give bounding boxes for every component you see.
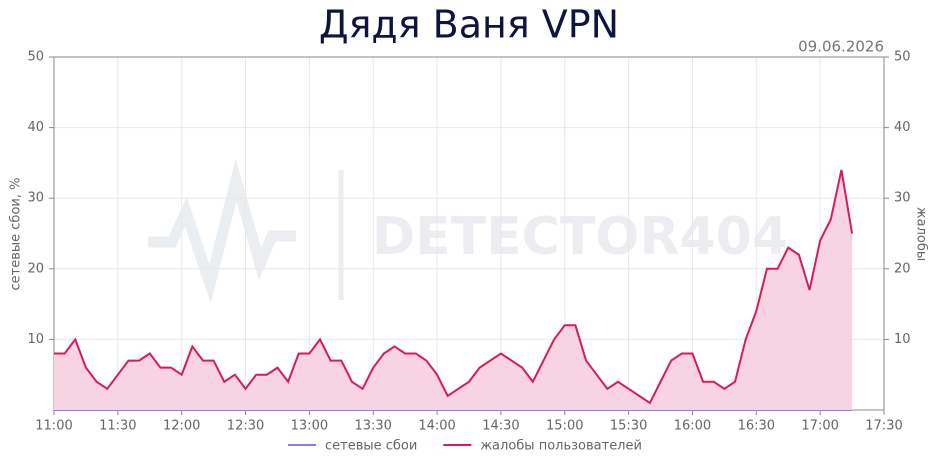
x-tick-label: 17:30 (865, 419, 902, 434)
x-tick-label: 11:30 (99, 419, 136, 434)
y2-tick-label: 20 (894, 261, 911, 276)
x-tick-label: 14:00 (418, 419, 455, 434)
watermark-text: DETECTOR404 (372, 207, 788, 267)
x-tick-label: 13:00 (291, 419, 328, 434)
x-tick-label: 12:30 (227, 419, 264, 434)
y2-tick-label: 40 (894, 120, 911, 135)
x-tick-label: 14:30 (482, 419, 519, 434)
x-tick-label: 17:00 (801, 419, 838, 434)
watermark-logo (148, 158, 296, 304)
chart-title: Дядя Ваня VPN (319, 3, 619, 47)
y-tick-label: 20 (27, 261, 44, 276)
x-tick-label: 13:30 (354, 419, 391, 434)
y-axis-label: сетевые сбои, % (9, 178, 24, 291)
legend-label: сетевые сбои (325, 439, 417, 454)
series-line (54, 169, 854, 405)
date: 09.06.2026 (798, 38, 884, 56)
y2-tick-label: 10 (894, 332, 911, 347)
x-tick-label: 12:00 (163, 419, 200, 434)
area-fill (54, 169, 853, 410)
x-tick-label: 15:30 (610, 419, 647, 434)
y2-tick-label: 50 (894, 50, 911, 65)
y-tick-label: 10 (27, 332, 44, 347)
legend-label: жалобы пользователей (480, 439, 642, 454)
watermark: DETECTOR404 (148, 158, 788, 304)
y-tick-label: 30 (27, 191, 44, 206)
y2-axis-label: жалобы (914, 207, 929, 261)
y-tick-label: 40 (27, 120, 44, 135)
y2-tick-label: 30 (894, 191, 911, 206)
x-tick-label: 11:00 (35, 419, 72, 434)
x-tick-label: 15:00 (546, 419, 583, 434)
y-tick-label: 50 (27, 50, 44, 65)
x-tick-label: 16:00 (674, 419, 711, 434)
x-tick-label: 16:30 (738, 419, 775, 434)
